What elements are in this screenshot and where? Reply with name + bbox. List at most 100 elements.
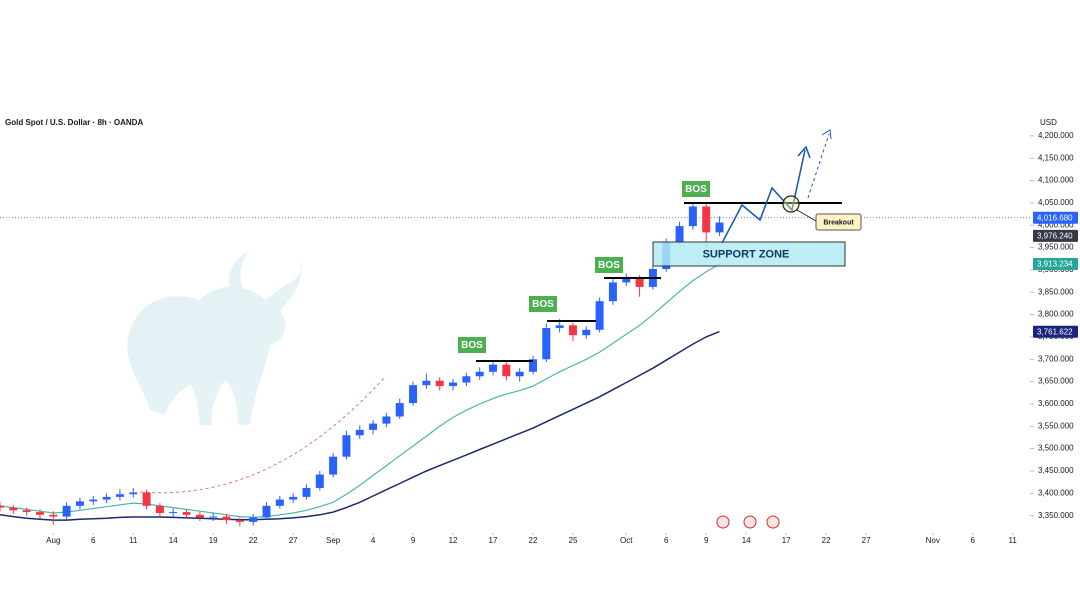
- breakout-box: [815, 213, 862, 231]
- price-tag-label: 3,976.240: [1037, 231, 1073, 240]
- projection-arrow: [797, 145, 811, 159]
- candle-body: [502, 364, 511, 377]
- candle-body: [462, 376, 471, 383]
- x-tick-label: 17: [782, 536, 791, 545]
- bos-label: BOS: [532, 299, 554, 310]
- candle-body: [62, 505, 71, 517]
- candle-body: [395, 403, 404, 417]
- candle-body: [275, 499, 284, 506]
- plot: 3,350.000 3,400.000 3,450.000 3,500.000 3,55…: [0, 131, 1078, 545]
- candle-body: [515, 371, 524, 377]
- candle-body: [209, 516, 218, 518]
- x-tick-label: 9: [704, 536, 709, 545]
- candle-body: [688, 206, 697, 227]
- y-tick-label: 3,450.000: [1038, 466, 1074, 475]
- y-tick-label: 4,050.000: [1038, 198, 1074, 207]
- x-tick-label: 12: [449, 536, 458, 545]
- currency-label: USD: [1040, 118, 1057, 127]
- candle-body: [195, 514, 204, 518]
- y-tick-label: 4,150.000: [1038, 153, 1074, 162]
- x-tick-label: 11: [1009, 536, 1018, 545]
- chart-title: Gold Spot / U.S. Dollar · 8h · OANDA: [5, 118, 143, 127]
- price-tag: [1033, 211, 1078, 224]
- x-tick-label: 27: [289, 536, 298, 545]
- bos-label: BOS: [461, 340, 483, 351]
- bos-badge: [529, 296, 557, 312]
- candle-body: [0, 505, 4, 508]
- price-tag-label: 4,016.680: [1037, 213, 1073, 222]
- x-tick-label: 25: [569, 536, 578, 545]
- x-tick-label: 6: [91, 536, 96, 545]
- x-tick-label: 17: [489, 536, 498, 545]
- candle-body: [315, 474, 324, 488]
- candle-body: [622, 278, 631, 283]
- projection-arrow: [821, 129, 832, 140]
- candle-body: [355, 429, 364, 436]
- candle-body: [182, 512, 191, 515]
- moving-average-line: [0, 263, 720, 519]
- x-tick-label: 19: [209, 536, 218, 545]
- candle-body: [475, 371, 484, 377]
- candle-body: [369, 423, 378, 430]
- candle-body: [22, 510, 31, 513]
- projection-path: [721, 149, 806, 244]
- price-tag-label: 3,913.234: [1037, 260, 1073, 269]
- x-tick-label: Sep: [326, 536, 341, 545]
- y-tick-label: 3,600.000: [1038, 399, 1074, 408]
- support-zone: [652, 241, 846, 267]
- candle-body: [75, 501, 84, 506]
- candle-body: [155, 505, 164, 513]
- candle-body: [382, 416, 391, 424]
- y-tick-label: 3,650.000: [1038, 377, 1074, 386]
- x-tick-label: Oct: [620, 536, 633, 545]
- x-tick-label: 22: [249, 536, 258, 545]
- x-tick-label: Nov: [926, 536, 940, 545]
- candle-body: [249, 517, 258, 522]
- breakout-circle: [782, 195, 800, 213]
- candle-body: [702, 206, 711, 233]
- candle-body: [608, 282, 617, 302]
- bos-badge: [595, 257, 623, 273]
- x-tick-label: 11: [129, 536, 138, 545]
- candle-body: [102, 496, 111, 500]
- y-tick-label: 4,200.000: [1038, 131, 1074, 140]
- candle-body: [542, 328, 551, 360]
- price-tag: [1033, 229, 1078, 242]
- candle-body: [235, 520, 244, 522]
- price-tag: [1033, 325, 1078, 338]
- candle-body: [528, 359, 537, 372]
- candle-body: [449, 382, 458, 387]
- candle-body: [715, 222, 724, 233]
- price-tag-label: 3,761.622: [1037, 327, 1073, 336]
- x-tick-label: 22: [529, 536, 538, 545]
- y-tick-label: 3,800.000: [1038, 310, 1074, 319]
- y-tick-label: 4,100.000: [1038, 176, 1074, 185]
- candle-body: [262, 505, 271, 518]
- candle-body: [675, 226, 684, 243]
- candle-body: [115, 494, 124, 497]
- candle-body: [582, 329, 591, 336]
- x-tick-label: 22: [822, 536, 831, 545]
- candle-body: [302, 487, 311, 497]
- projection-dotted: [807, 133, 830, 199]
- candle-body: [489, 364, 498, 372]
- candle-body: [568, 325, 577, 336]
- candle-body: [35, 512, 44, 515]
- candle-body: [289, 496, 298, 500]
- y-tick-label: 3,950.000: [1038, 243, 1074, 252]
- y-tick-label: 3,400.000: [1038, 488, 1074, 497]
- y-tick-label: 3,550.000: [1038, 421, 1074, 430]
- breakout-pointer: [796, 209, 817, 222]
- y-tick-label: 3,500.000: [1038, 444, 1074, 453]
- bos-badge: [682, 181, 710, 197]
- candle-body: [329, 456, 338, 475]
- event-icons: [716, 515, 780, 529]
- x-tick-label: 6: [970, 536, 975, 545]
- candle-body: [595, 301, 604, 330]
- bos-badge: [458, 337, 486, 353]
- candle-body: [342, 435, 351, 457]
- x-tick-label: 14: [169, 536, 178, 545]
- candle-body: [422, 380, 431, 386]
